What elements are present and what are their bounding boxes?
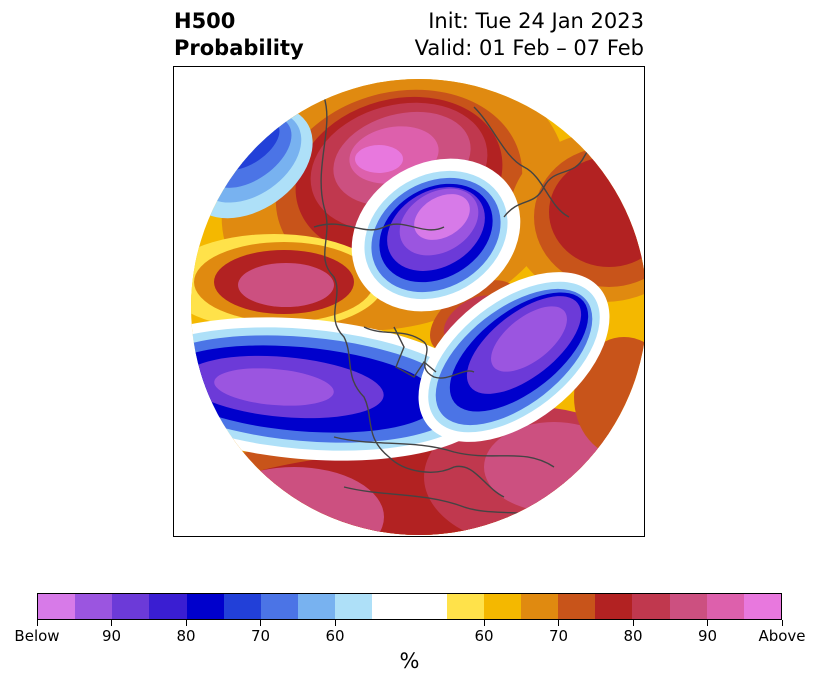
cold-anomaly-east (418, 272, 610, 442)
colorbar-tick (483, 620, 485, 626)
colorbar-tick-label: 90 (101, 627, 122, 645)
colorbar-tick (36, 620, 38, 626)
colorbar-tick (260, 620, 261, 626)
colorbar-tick-label: 70 (250, 627, 271, 645)
map-panel (173, 66, 645, 537)
colorbar-segment (186, 594, 224, 619)
colorbar-tick-label: 60 (474, 627, 494, 645)
colorbar-segment (446, 594, 484, 619)
colorbar-segment (558, 594, 596, 619)
colorbar-tick-label: 80 (623, 627, 643, 645)
colorbar-tick (707, 620, 708, 626)
colorbar-tick-label: 80 (176, 627, 196, 645)
colorbar-segment (706, 594, 744, 619)
colorbar-tick (111, 620, 112, 626)
colorbar-tick (632, 620, 634, 626)
colorbar-segment (595, 594, 633, 619)
colorbar-tick-label: Above (758, 627, 806, 645)
colorbar-tick (334, 620, 336, 626)
valid-range: Valid: 01 Feb – 07 Feb (414, 36, 644, 60)
colorbar-segment (483, 594, 522, 619)
colorbar-tick (781, 620, 783, 626)
colorbar-segment (260, 594, 299, 619)
map-dates: Init: Tue 24 Jan 2023 Valid: 01 Feb – 07… (415, 8, 644, 62)
map-title: H500 Probability (174, 8, 304, 62)
colorbar-unit: % (399, 649, 420, 673)
colorbar-segment (38, 594, 76, 619)
colorbar-tick-label: 60 (325, 627, 345, 645)
colorbar-tick (558, 620, 559, 626)
colorbar-segment (521, 594, 559, 619)
colorbar (37, 593, 782, 620)
warm-anomaly-west (191, 234, 384, 330)
title-product: Probability (174, 36, 304, 60)
probability-field (191, 79, 644, 535)
colorbar-tick-label: 90 (697, 627, 718, 645)
title-variable: H500 (174, 9, 236, 33)
probability-map (191, 79, 644, 535)
colorbar-segment (632, 594, 670, 619)
colorbar-segment (372, 594, 447, 619)
colorbar-segment (112, 594, 150, 619)
colorbar-segment (75, 594, 113, 619)
colorbar-tick-label: Below (14, 627, 60, 645)
colorbar-segment (149, 594, 187, 619)
colorbar-segment (669, 594, 707, 619)
colorbar-segment (223, 594, 261, 619)
init-date: Init: Tue 24 Jan 2023 (428, 9, 644, 33)
colorbar-segment (298, 594, 336, 619)
colorbar-segment (743, 594, 782, 619)
colorbar-tick (185, 620, 187, 626)
colorbar-tick-label: 70 (548, 627, 569, 645)
colorbar-segment (335, 594, 373, 619)
